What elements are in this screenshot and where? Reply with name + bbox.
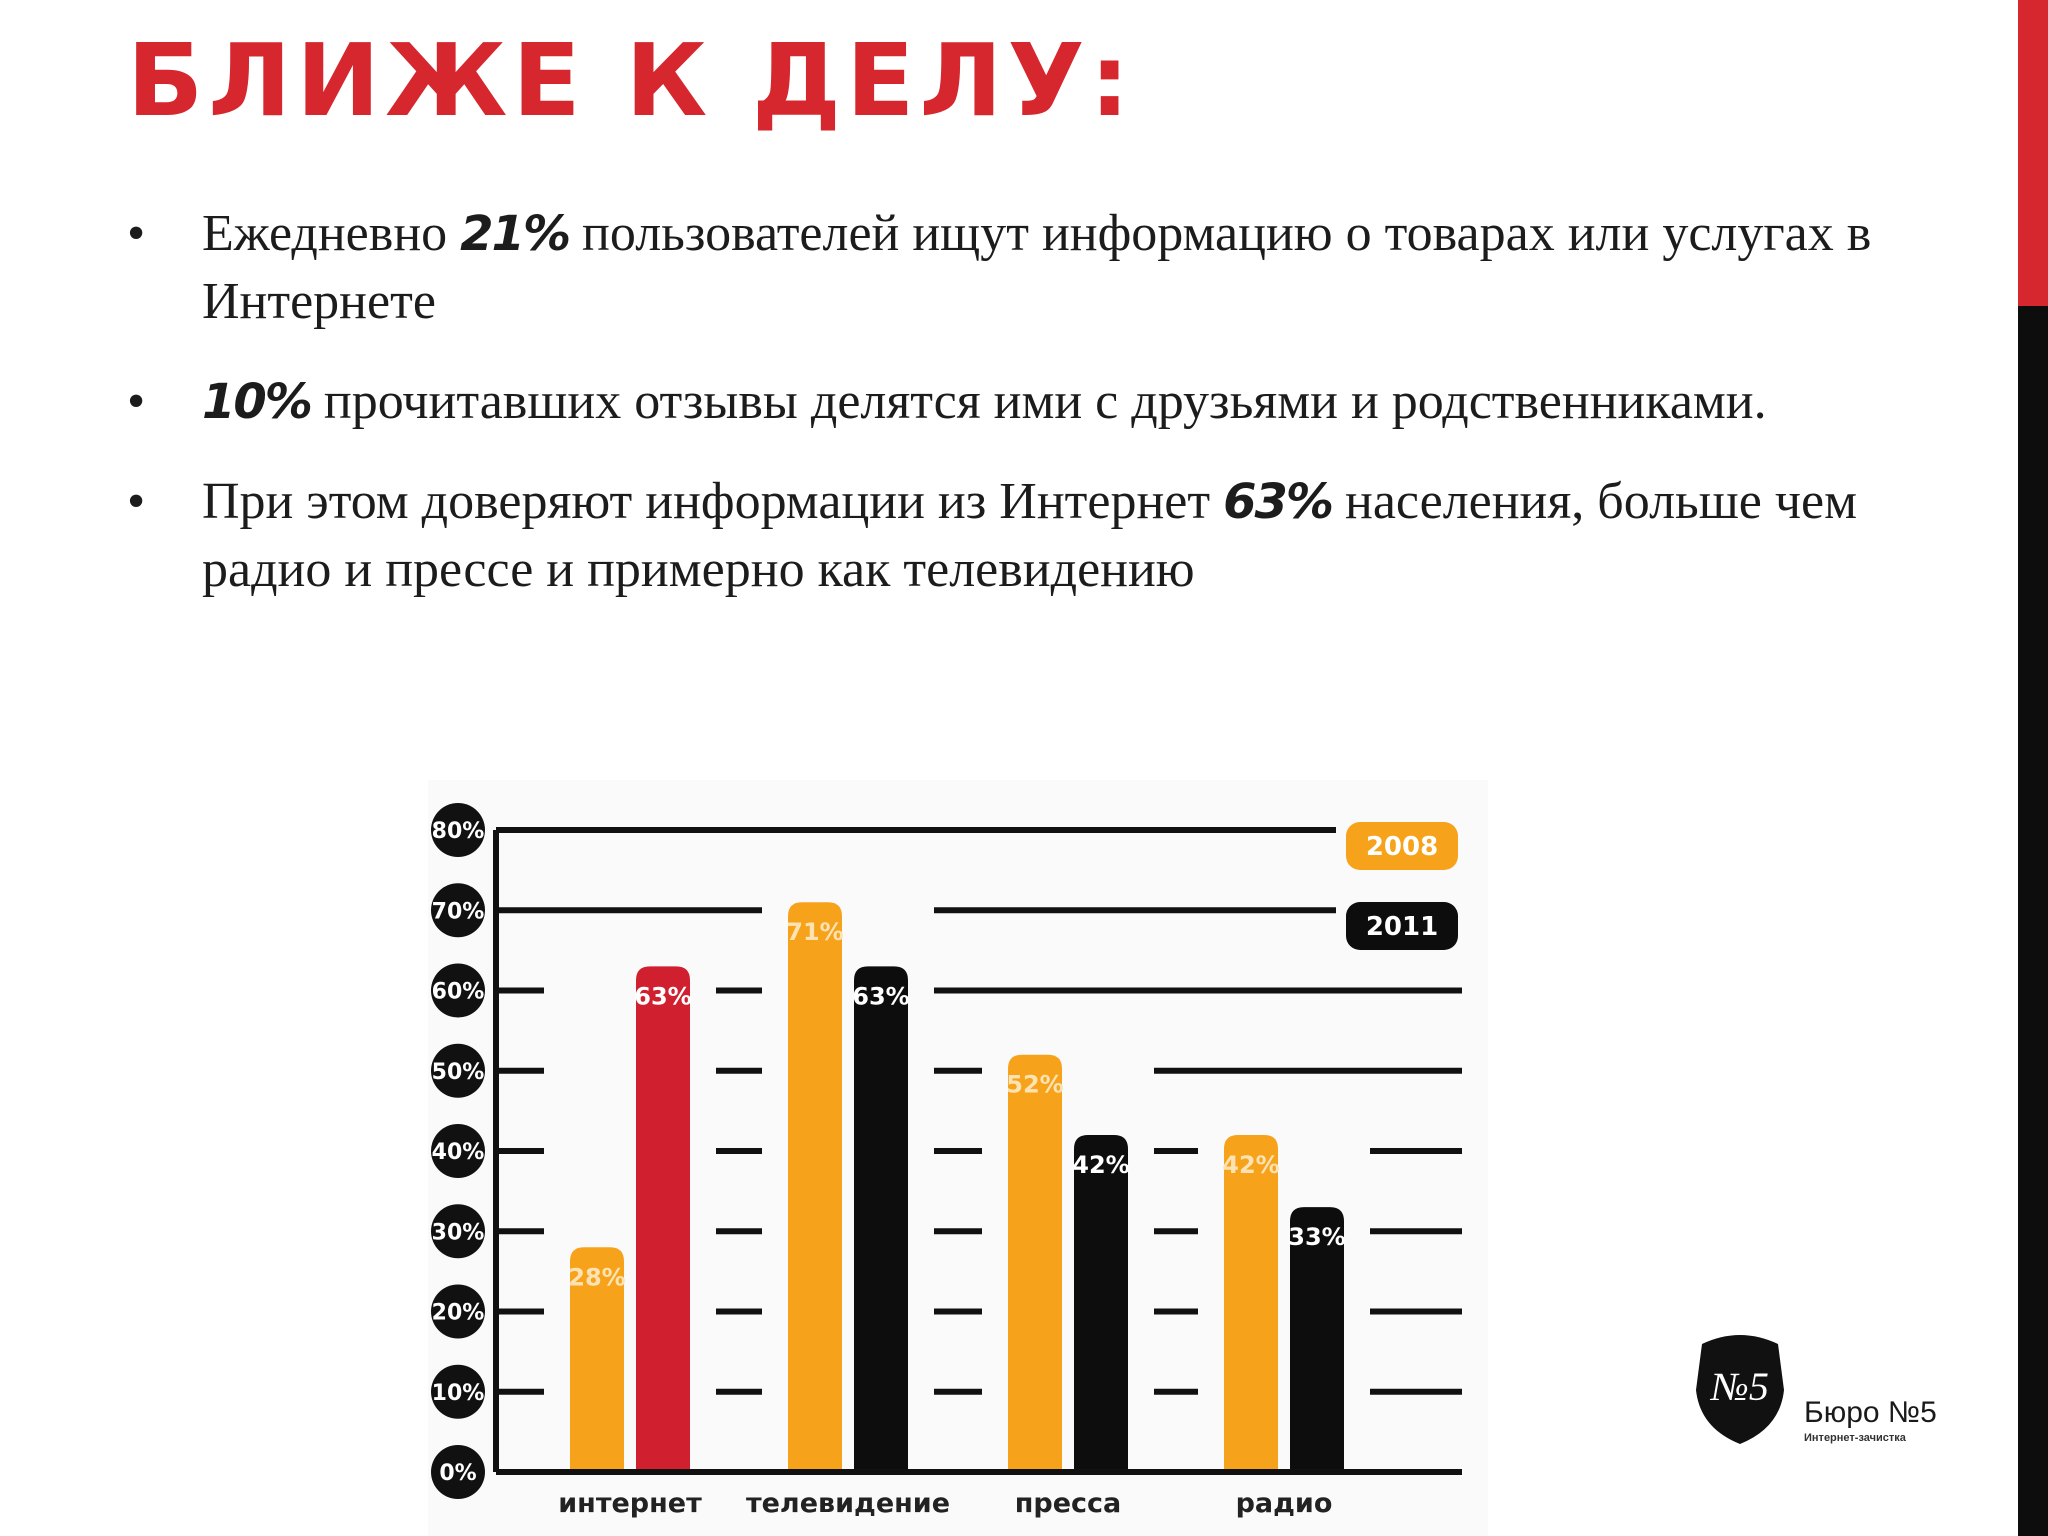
bullet-item-2: • 10% прочитавших отзывы делятся ими с д…: [127, 368, 1907, 436]
bar-group-background: [762, 886, 934, 1472]
y-tick-badge: [431, 883, 485, 938]
bar: [570, 1247, 624, 1472]
x-category-label: интернет: [558, 1488, 702, 1519]
y-tick-badge: [431, 1364, 485, 1419]
bullet-highlight: 10%: [202, 374, 313, 430]
x-category-label: пресса: [1015, 1488, 1122, 1519]
y-tick-badge: [431, 803, 485, 857]
bar-value-label: 63%: [852, 982, 909, 1010]
bullet-text: пользователей ищут информацию о товарах …: [202, 205, 1872, 330]
bullet-highlight: 63%: [1223, 474, 1334, 530]
bullet-list: • Ежедневно 21% пользователей ищут инфор…: [127, 200, 1907, 636]
y-tick-badge: [431, 963, 485, 1018]
logo: №5 Бюро №5 Интернет-зачистка: [1690, 1330, 1950, 1460]
y-tick-label: 30%: [432, 1220, 485, 1245]
bullet-text: прочитавших отзывы делятся ими с друзьям…: [310, 373, 1767, 430]
bar: [1224, 1134, 1278, 1472]
logo-mark: №5: [1709, 1364, 1769, 1409]
bar-value-label: 52%: [1006, 1071, 1063, 1099]
bar: [854, 966, 908, 1472]
logo-name: Бюро №5: [1804, 1396, 1937, 1429]
y-tick-label: 80%: [432, 819, 485, 844]
bullet-item-1: • Ежедневно 21% пользователей ищут инфор…: [127, 200, 1907, 336]
shield-icon: №5: [1696, 1335, 1784, 1444]
bar: [1290, 1207, 1344, 1472]
bullet-marker: •: [127, 473, 146, 530]
legend-label: 2011: [1366, 912, 1438, 942]
y-tick-badge: [431, 1124, 485, 1178]
bar-value-label: 42%: [1222, 1151, 1279, 1179]
bar-chart: 0% 10% 20% 30% 40% 50% 60% 70% 80% 28% 63% интернет…: [428, 780, 1488, 1536]
logo-subtitle: Интернет-зачистка: [1804, 1432, 1906, 1444]
bullet-marker: •: [127, 205, 146, 262]
y-tick-label: 60%: [432, 980, 485, 1005]
bar-value-label: 42%: [1072, 1151, 1129, 1179]
bar: [1008, 1054, 1062, 1472]
y-tick-badge: [431, 1284, 485, 1339]
y-tick-label: 70%: [432, 899, 485, 924]
bullet-marker: •: [127, 373, 146, 430]
bullet-item-3: • При этом доверяют информации из Интерн…: [127, 468, 1907, 604]
x-category-label: радио: [1236, 1488, 1333, 1519]
bullet-text: населения, больше чем радио и прессе и п…: [202, 473, 1858, 598]
bar-chart-svg: 0% 10% 20% 30% 40% 50% 60% 70% 80% 28% 63% интернет…: [431, 803, 1468, 1519]
bullet-text: При этом доверяют информации из Интернет: [202, 473, 1224, 530]
bullet-text: Ежедневно: [202, 205, 461, 262]
bar-group-background: [982, 1038, 1154, 1472]
bar-value-label: 71%: [786, 918, 843, 946]
slide-title: БЛИЖЕ К ДЕЛУ:: [127, 22, 1135, 139]
bar: [636, 966, 690, 1472]
bar: [788, 902, 842, 1472]
bullet-highlight: 21%: [460, 206, 571, 262]
y-tick-label: 0%: [439, 1461, 476, 1486]
y-tick-badge: [431, 1043, 485, 1098]
bar: [1074, 1134, 1128, 1472]
y-tick-badge: [431, 1204, 485, 1259]
y-tick-label: 10%: [432, 1381, 485, 1406]
legend-label: 2008: [1366, 832, 1438, 862]
y-tick-label: 40%: [432, 1140, 485, 1165]
accent-bar-red: [2018, 0, 2048, 306]
y-tick-label: 50%: [432, 1060, 485, 1085]
bar-group-background: [544, 950, 716, 1472]
bar-value-label: 63%: [634, 982, 691, 1010]
y-tick-badge: [431, 1445, 485, 1499]
bar-value-label: 28%: [568, 1263, 625, 1291]
y-tick-label: 20%: [432, 1301, 485, 1326]
accent-bar-black: [2018, 306, 2048, 1536]
x-category-label: телевидение: [746, 1488, 950, 1519]
legend-swatch: [1346, 902, 1458, 950]
legend-swatch: [1346, 822, 1458, 870]
bar-value-label: 33%: [1288, 1223, 1345, 1251]
